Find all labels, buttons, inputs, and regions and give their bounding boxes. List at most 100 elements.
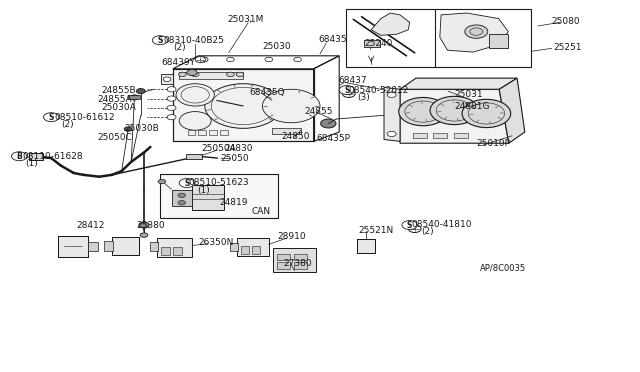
Bar <box>161 74 173 84</box>
Bar <box>173 247 182 255</box>
Bar <box>58 236 88 257</box>
Text: S: S <box>157 36 163 45</box>
Bar <box>272 128 301 134</box>
Text: 08540-52012: 08540-52012 <box>349 86 409 94</box>
Circle shape <box>294 57 301 62</box>
Circle shape <box>402 221 417 230</box>
Polygon shape <box>440 13 508 52</box>
Bar <box>241 246 249 254</box>
Circle shape <box>342 90 355 97</box>
Bar <box>160 174 278 218</box>
Circle shape <box>179 179 195 187</box>
Circle shape <box>262 89 320 123</box>
Bar <box>173 69 314 141</box>
Bar <box>230 243 238 251</box>
Circle shape <box>167 105 176 110</box>
Text: (1): (1) <box>197 186 210 195</box>
Text: 68435: 68435 <box>318 35 347 44</box>
Text: 25030B: 25030B <box>125 124 159 133</box>
Circle shape <box>136 89 145 94</box>
Bar <box>357 239 375 253</box>
Circle shape <box>152 36 168 45</box>
Circle shape <box>199 57 208 62</box>
Circle shape <box>178 201 186 205</box>
Text: 08110-61628: 08110-61628 <box>22 152 83 161</box>
Circle shape <box>462 99 511 128</box>
Circle shape <box>130 95 139 100</box>
Text: S: S <box>407 221 412 230</box>
Circle shape <box>195 57 205 62</box>
Circle shape <box>176 84 214 106</box>
Circle shape <box>167 87 176 92</box>
Bar <box>220 130 228 135</box>
Bar <box>346 9 531 67</box>
Circle shape <box>139 222 149 228</box>
Text: 28412: 28412 <box>77 221 105 230</box>
Circle shape <box>124 127 132 131</box>
Text: B: B <box>17 152 22 161</box>
Bar <box>112 237 139 255</box>
Text: 08310-40B25: 08310-40B25 <box>163 36 224 45</box>
Bar <box>186 154 202 159</box>
Bar <box>209 130 217 135</box>
Bar <box>364 40 380 46</box>
Bar <box>179 72 243 79</box>
Bar <box>237 238 269 256</box>
Text: 24881G: 24881G <box>454 102 490 110</box>
Bar <box>157 238 192 257</box>
Text: 25030: 25030 <box>262 42 291 51</box>
Circle shape <box>163 77 171 81</box>
Text: (2): (2) <box>421 227 434 236</box>
Circle shape <box>399 97 447 126</box>
Bar <box>433 133 447 138</box>
Circle shape <box>44 113 59 122</box>
Circle shape <box>179 72 186 77</box>
Text: 25240: 25240 <box>365 39 393 48</box>
Text: S: S <box>49 113 54 122</box>
Text: 25031M: 25031M <box>227 15 264 24</box>
Text: 24855: 24855 <box>305 107 333 116</box>
Text: 25251: 25251 <box>554 43 582 52</box>
Bar <box>58 236 88 257</box>
Text: 08510-51623: 08510-51623 <box>189 178 250 187</box>
Circle shape <box>179 112 211 130</box>
Text: 24819: 24819 <box>220 198 248 207</box>
Bar <box>454 133 468 138</box>
Circle shape <box>465 25 488 38</box>
Circle shape <box>387 92 396 97</box>
Text: 25050C: 25050C <box>97 133 132 142</box>
Circle shape <box>430 96 479 125</box>
Bar <box>150 242 158 251</box>
Circle shape <box>178 193 186 198</box>
Bar <box>128 95 140 99</box>
Bar <box>277 254 290 260</box>
Circle shape <box>321 119 336 128</box>
Circle shape <box>227 72 234 77</box>
Polygon shape <box>384 87 400 141</box>
Text: 27380: 27380 <box>283 259 312 268</box>
Text: S: S <box>184 179 189 187</box>
Circle shape <box>187 70 197 76</box>
Polygon shape <box>400 78 517 89</box>
Circle shape <box>387 131 396 137</box>
Circle shape <box>191 72 199 77</box>
Text: CAN: CAN <box>252 207 271 216</box>
Text: 68437: 68437 <box>338 76 367 85</box>
Text: 24855B: 24855B <box>101 86 136 95</box>
Bar <box>88 242 98 251</box>
Bar <box>198 130 206 135</box>
Circle shape <box>140 233 148 237</box>
Polygon shape <box>499 78 525 143</box>
Text: (2): (2) <box>61 120 74 129</box>
Text: 25031: 25031 <box>454 90 483 99</box>
Text: 26350N: 26350N <box>198 238 234 247</box>
Bar <box>294 254 307 260</box>
Circle shape <box>236 72 244 77</box>
Text: 25050A: 25050A <box>202 144 236 153</box>
Text: (3): (3) <box>357 93 370 102</box>
Bar <box>112 237 139 255</box>
Bar <box>273 248 316 272</box>
Circle shape <box>167 96 176 101</box>
Circle shape <box>408 225 421 232</box>
Text: 25380: 25380 <box>136 221 165 230</box>
